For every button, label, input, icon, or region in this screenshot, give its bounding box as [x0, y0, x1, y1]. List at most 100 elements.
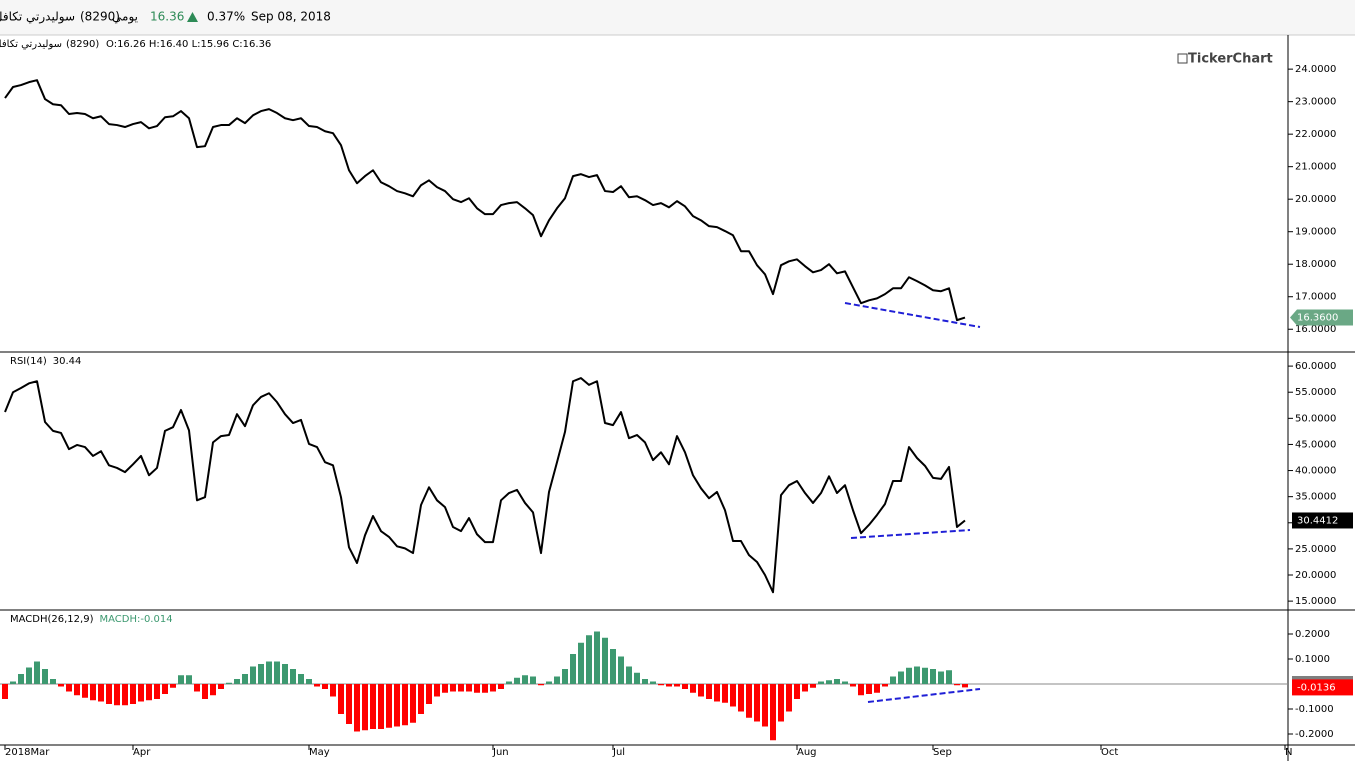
histogram-bar — [202, 684, 208, 699]
last-value-badge — [1292, 512, 1353, 529]
histogram-bar — [130, 684, 136, 704]
histogram-bar — [282, 664, 288, 684]
y-tick-label: 19.0000 — [1295, 227, 1336, 238]
histogram-bar — [538, 684, 544, 686]
histogram-bar — [50, 679, 56, 684]
histogram-bar — [490, 684, 496, 692]
y-tick-label: 18.0000 — [1295, 259, 1336, 270]
histogram-bar — [362, 684, 368, 731]
x-tick-label: Sep — [933, 747, 952, 758]
y-tick-label: 17.0000 — [1295, 292, 1336, 303]
y-tick-label: -0.1000 — [1295, 704, 1334, 715]
histogram-bar — [746, 684, 752, 718]
histogram-bar — [90, 684, 96, 701]
histogram-bar — [234, 679, 240, 684]
histogram-bar — [474, 684, 480, 693]
histogram-bar — [378, 684, 384, 729]
histogram-bar — [434, 684, 440, 697]
histogram-bar — [842, 681, 848, 684]
y-tick-label: 22.0000 — [1295, 129, 1336, 140]
date: Sep 08, 2018 — [251, 10, 331, 24]
histogram-bar — [642, 679, 648, 684]
histogram-bar — [714, 684, 720, 702]
last-price: 16.36 — [150, 10, 184, 24]
histogram-bar — [730, 684, 736, 707]
histogram-bar — [426, 684, 432, 704]
histogram-bar — [834, 679, 840, 684]
histogram-bar — [610, 649, 616, 684]
histogram-bar — [922, 667, 928, 684]
legend-code: (8290) — [66, 39, 99, 50]
histogram-bar — [586, 635, 592, 684]
histogram-bar — [418, 684, 424, 714]
histogram-bar — [258, 664, 264, 684]
badge-label: -0.0136 — [1297, 682, 1336, 693]
legend-name: سوليدرتي تكافل — [0, 39, 62, 50]
y-tick-label: 60.0000 — [1295, 361, 1336, 372]
histogram-bar — [882, 684, 888, 687]
histogram-bar — [514, 677, 520, 684]
x-tick-label: 2018Mar — [5, 747, 50, 758]
y-tick-label: 40.0000 — [1295, 466, 1336, 477]
histogram-bar — [530, 676, 536, 684]
x-tick-label: Oct — [1101, 747, 1118, 758]
y-tick-label: 16.0000 — [1295, 324, 1336, 335]
histogram-bar — [810, 684, 816, 688]
histogram-bar — [106, 684, 112, 704]
histogram-bar — [274, 661, 280, 684]
y-tick-label: 55.0000 — [1295, 387, 1336, 398]
histogram-bar — [338, 684, 344, 714]
histogram-bar — [138, 684, 144, 702]
histogram-bar — [618, 656, 624, 684]
histogram-bar — [690, 684, 696, 693]
x-tick-label: Jun — [492, 747, 509, 758]
histogram-bar — [82, 684, 88, 698]
histogram-bar — [802, 684, 808, 692]
histogram-bar — [722, 684, 728, 703]
price-line — [4, 377, 966, 594]
trend-line — [844, 302, 981, 328]
histogram-bar — [10, 681, 16, 684]
y-tick-label: 45.0000 — [1295, 439, 1336, 450]
x-tick-label: Aug — [797, 747, 817, 758]
y-tick-label: 23.0000 — [1295, 97, 1336, 108]
histogram-bar — [682, 684, 688, 689]
panel-value: MACDH:-0.014 — [99, 614, 172, 625]
histogram-bar — [34, 661, 40, 684]
histogram-bar — [330, 684, 336, 697]
histogram-bar — [242, 674, 248, 684]
period: يومي — [112, 10, 138, 25]
x-tick-label: Jul — [612, 747, 625, 758]
histogram-bar — [858, 684, 864, 696]
histogram-bar — [826, 680, 832, 684]
histogram-bar — [850, 684, 856, 687]
y-tick-label: 50.0000 — [1295, 413, 1336, 424]
histogram-bar — [738, 684, 744, 712]
histogram-bar — [658, 684, 664, 686]
y-tick-label: 0.1000 — [1295, 654, 1330, 665]
histogram-bar — [218, 684, 224, 689]
histogram-bar — [794, 684, 800, 699]
histogram-bar — [114, 684, 120, 706]
histogram-bar — [146, 684, 152, 701]
histogram-bar — [962, 684, 968, 688]
x-tick-label: Apr — [133, 747, 151, 758]
histogram-bar — [74, 684, 80, 696]
histogram-bar — [442, 684, 448, 693]
histogram-bar — [634, 672, 640, 684]
histogram-bar — [754, 684, 760, 722]
histogram-bar — [178, 675, 184, 684]
up-arrow — [187, 12, 198, 22]
logo-icon — [1177, 53, 1188, 64]
watermark: TickerChart — [1188, 52, 1273, 67]
histogram-bar — [394, 684, 400, 727]
histogram-bar — [354, 684, 360, 732]
y-tick-label: 0.2000 — [1295, 629, 1330, 640]
histogram-bar — [786, 684, 792, 712]
histogram-bar — [194, 684, 200, 692]
y-tick-label: -0.2000 — [1295, 729, 1334, 740]
histogram-bar — [914, 666, 920, 684]
histogram-bar — [762, 684, 768, 727]
histogram-bar — [570, 654, 576, 684]
